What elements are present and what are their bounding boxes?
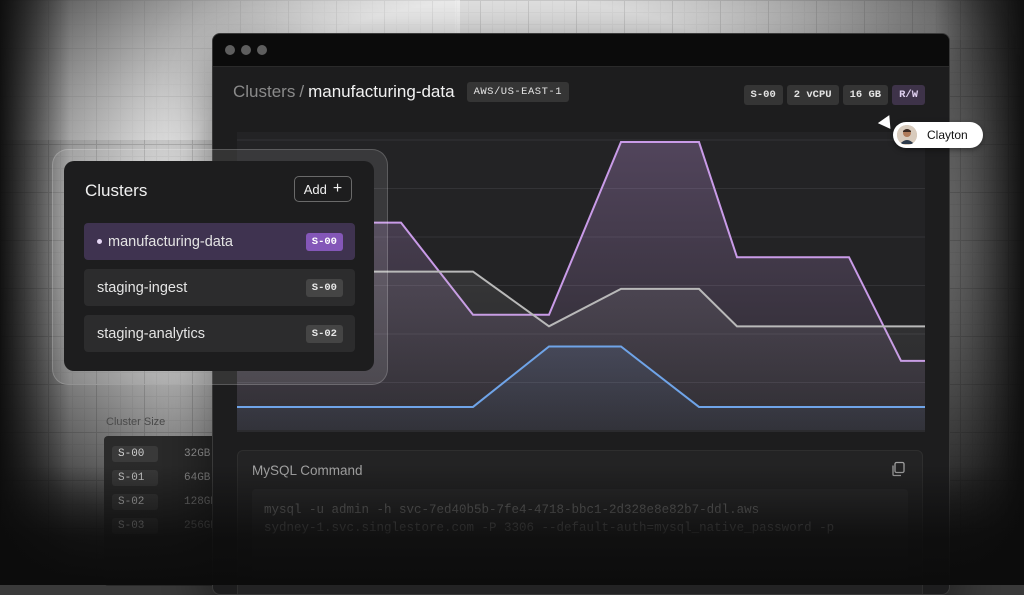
cluster-name: manufacturing-data bbox=[108, 233, 233, 250]
avatar bbox=[897, 125, 917, 145]
table-row[interactable]: S-02 128GB bbox=[112, 492, 224, 512]
cluster-size-table: S-00 32GB S-01 64GB S-02 128GB S-03 256G… bbox=[104, 436, 224, 586]
window-maximize-dot[interactable] bbox=[257, 45, 267, 55]
size-tag: S-03 bbox=[112, 518, 158, 534]
size-tag: S-01 bbox=[112, 470, 158, 486]
user-presence-chip: Clayton bbox=[893, 122, 983, 148]
window-titlebar bbox=[213, 34, 949, 67]
breadcrumb: Clusters / manufacturing-data AWS/US-EAS… bbox=[233, 82, 569, 102]
copy-icon[interactable] bbox=[890, 461, 906, 477]
user-name: Clayton bbox=[927, 128, 968, 142]
clusters-panel: Clusters Add + manufacturing-data S-00 s… bbox=[64, 161, 374, 371]
command-line: sydney-1.svc.singlestore.com -P 3306 --d… bbox=[264, 521, 835, 535]
add-button-label: Add bbox=[303, 181, 327, 197]
breadcrumb-clusters-link[interactable]: Clusters bbox=[233, 82, 296, 101]
table-row[interactable]: S-00 32GB bbox=[112, 444, 224, 464]
spec-mode-badge: R/W bbox=[892, 85, 925, 105]
spec-vcpu-badge: 2 vCPU bbox=[786, 85, 839, 105]
cluster-size-title: Cluster Size bbox=[106, 416, 166, 428]
mysql-command-text[interactable]: mysql -u admin -h svc-7ed40b5b-7fe4-4718… bbox=[252, 489, 908, 583]
cluster-name: staging-analytics bbox=[97, 325, 205, 342]
window-close-dot[interactable] bbox=[225, 45, 235, 55]
selected-dot-icon bbox=[97, 239, 102, 244]
clusters-panel-title: Clusters bbox=[85, 181, 148, 200]
spec-badges: S-00 2 vCPU 16 GB R/W bbox=[743, 85, 925, 105]
mysql-command-title: MySQL Command bbox=[252, 463, 363, 478]
spec-memory-badge: 16 GB bbox=[842, 85, 889, 105]
region-badge: AWS/US-EAST-1 bbox=[466, 82, 569, 102]
mysql-command-panel: MySQL Command mysql -u admin -h svc-7ed4… bbox=[237, 450, 923, 594]
cluster-size-badge: S-00 bbox=[305, 278, 343, 297]
cluster-item-staging-ingest[interactable]: staging-ingest S-00 bbox=[84, 269, 355, 306]
cluster-size-badge: S-02 bbox=[305, 324, 343, 343]
table-row[interactable]: S-03 256GB bbox=[112, 516, 224, 536]
size-mem: 32GB bbox=[184, 448, 211, 460]
window-minimize-dot[interactable] bbox=[241, 45, 251, 55]
size-mem: 64GB bbox=[184, 472, 211, 484]
breadcrumb-separator: / bbox=[299, 82, 305, 101]
size-tag: S-02 bbox=[112, 494, 158, 510]
cluster-item-staging-analytics[interactable]: staging-analytics S-02 bbox=[84, 315, 355, 352]
page-title: manufacturing-data bbox=[308, 82, 455, 101]
plus-icon: + bbox=[332, 180, 343, 197]
add-cluster-button[interactable]: Add + bbox=[294, 176, 352, 202]
size-tag: S-00 bbox=[112, 446, 158, 462]
table-row[interactable]: S-01 64GB bbox=[112, 468, 224, 488]
cluster-item-manufacturing-data[interactable]: manufacturing-data S-00 bbox=[84, 223, 355, 260]
spec-size-badge: S-00 bbox=[743, 85, 783, 105]
command-line: mysql -u admin -h svc-7ed40b5b-7fe4-4718… bbox=[264, 503, 760, 517]
cluster-size-badge: S-00 bbox=[305, 232, 343, 251]
cluster-name: staging-ingest bbox=[97, 279, 188, 296]
